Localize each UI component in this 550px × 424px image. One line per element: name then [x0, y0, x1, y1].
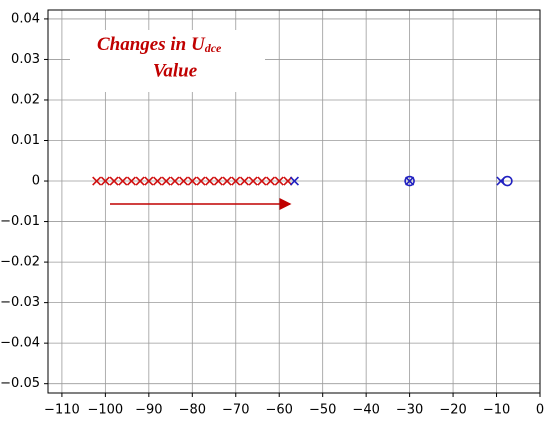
pole-cross: [265, 176, 276, 186]
pole-cross: [222, 176, 232, 186]
pole-cross: [109, 176, 119, 186]
pole-cross: [213, 176, 223, 186]
annotation-box: [70, 30, 265, 92]
pole-cross: [152, 176, 163, 186]
y-tick-label: 0.04: [11, 11, 40, 26]
pole-cross: [196, 176, 206, 186]
y-tick-label: −0.02: [0, 255, 40, 270]
pole-cross: [179, 176, 189, 186]
x-tick-label: −70: [222, 403, 249, 418]
pole-cross: [283, 176, 293, 186]
y-tick-label: −0.01: [0, 214, 40, 229]
pole-cross: [135, 176, 145, 186]
x-tick-label: −50: [309, 403, 336, 418]
pole-cross: [100, 176, 110, 186]
y-tick-label: 0.03: [11, 52, 40, 67]
annotation-sub: dce: [205, 41, 222, 55]
pole-circle: [502, 175, 513, 187]
pole-cross: [170, 176, 180, 186]
annotation-main: Changes in U: [97, 34, 206, 55]
pole-cross: [118, 176, 128, 186]
x-tick-label: −20: [439, 403, 466, 418]
pole-circle: [404, 175, 415, 187]
x-tick-label: −10: [483, 403, 510, 418]
pole-cross: [274, 176, 284, 186]
pole-cross: [289, 176, 300, 186]
x-tick-label: −90: [135, 403, 162, 418]
pole-cross: [187, 176, 197, 186]
plot-frame: [47, 9, 541, 394]
pole-cross: [144, 176, 154, 186]
x-tick-label: −100: [88, 403, 124, 418]
x-tick-label: −30: [396, 403, 423, 418]
pole-cross: [248, 176, 258, 186]
y-tick-label: −0.04: [0, 336, 40, 351]
annotation-line2: Value: [153, 60, 198, 81]
x-tick-label: −40: [352, 403, 379, 418]
pole-cross: [205, 176, 215, 186]
y-tick-label: 0.01: [11, 133, 40, 148]
pole-cross: [161, 176, 171, 186]
x-tick-label: 0: [536, 403, 544, 418]
pole-cross: [126, 176, 137, 186]
y-tick-label: −0.03: [0, 295, 40, 310]
pole-cross: [257, 176, 267, 186]
y-tick-label: 0.02: [11, 92, 40, 107]
pole-cross: [92, 176, 102, 186]
y-tick-label: 0: [32, 174, 40, 189]
x-tick-label: −60: [266, 403, 293, 418]
y-tick-label: −0.05: [0, 376, 40, 391]
annotation: Changes in Udce: [97, 34, 222, 55]
pole-cross: [239, 176, 250, 186]
pole-cross: [231, 176, 241, 186]
x-tick-label: −80: [179, 403, 206, 418]
pole-cross: [405, 176, 415, 186]
x-tick-label: −110: [44, 403, 80, 418]
